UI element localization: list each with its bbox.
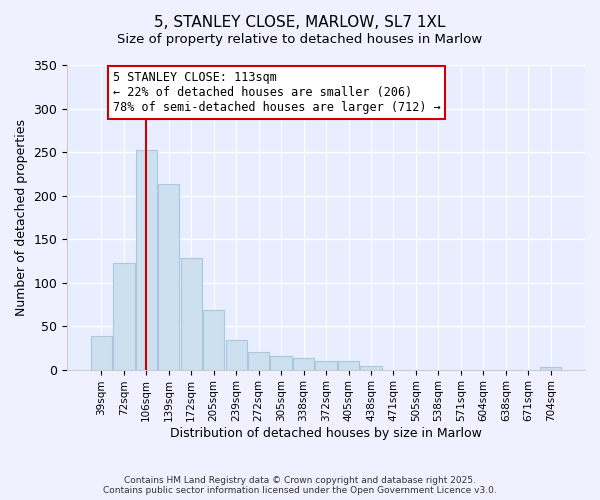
Bar [158, 184, 179, 370]
Bar [248, 352, 269, 370]
Bar [361, 366, 382, 370]
Bar [338, 361, 359, 370]
Text: 5 STANLEY CLOSE: 113sqm
← 22% of detached houses are smaller (206)
78% of semi-d: 5 STANLEY CLOSE: 113sqm ← 22% of detache… [113, 71, 440, 114]
Text: Contains HM Land Registry data © Crown copyright and database right 2025.
Contai: Contains HM Land Registry data © Crown c… [103, 476, 497, 495]
Text: 5, STANLEY CLOSE, MARLOW, SL7 1XL: 5, STANLEY CLOSE, MARLOW, SL7 1XL [154, 15, 446, 30]
Text: Size of property relative to detached houses in Marlow: Size of property relative to detached ho… [118, 32, 482, 46]
Bar [271, 356, 292, 370]
Bar [540, 367, 562, 370]
Bar [316, 361, 337, 370]
Bar [226, 340, 247, 370]
X-axis label: Distribution of detached houses by size in Marlow: Distribution of detached houses by size … [170, 427, 482, 440]
Bar [203, 310, 224, 370]
Bar [136, 150, 157, 370]
Bar [293, 358, 314, 370]
Bar [181, 258, 202, 370]
Bar [91, 336, 112, 370]
Bar [113, 264, 134, 370]
Y-axis label: Number of detached properties: Number of detached properties [15, 119, 28, 316]
